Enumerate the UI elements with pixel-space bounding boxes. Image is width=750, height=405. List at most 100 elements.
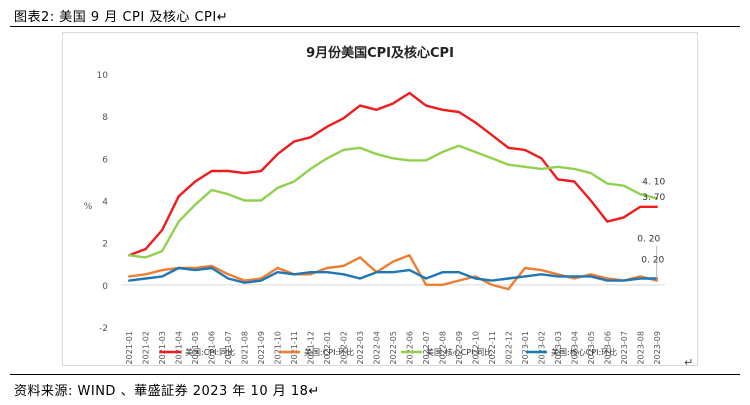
x-tick-label: 2023-02 [537, 331, 546, 364]
x-tick-label: 2022-03 [356, 331, 365, 364]
data-point [458, 271, 460, 273]
data-point [491, 134, 493, 136]
data-point [656, 206, 658, 208]
data-point [590, 199, 592, 201]
data-point [260, 170, 262, 172]
data-point [161, 269, 163, 271]
chart-title: 9月份美国CPI及核心CPI [306, 45, 454, 61]
data-point [342, 273, 344, 275]
y-tick-label: 2 [102, 240, 108, 250]
data-point [441, 284, 443, 286]
data-point [507, 277, 509, 279]
data-point [392, 271, 394, 273]
data-point [210, 170, 212, 172]
data-point [474, 121, 476, 123]
y-tick-label: 0 [102, 282, 108, 292]
data-point [260, 279, 262, 281]
y-tick-label: 10 [97, 71, 109, 81]
data-point [293, 273, 295, 275]
data-point [309, 136, 311, 138]
data-label: 3. 70 [642, 193, 665, 203]
x-tick-label: 2021-09 [257, 331, 266, 364]
data-point [425, 277, 427, 279]
data-point [606, 220, 608, 222]
data-point [573, 277, 575, 279]
x-tick-label: 2021-12 [307, 331, 316, 364]
data-point [145, 256, 147, 258]
source-divider [10, 374, 740, 375]
x-tick-label: 2023-04 [570, 331, 579, 364]
data-point [639, 193, 641, 195]
caption-divider [10, 26, 740, 27]
data-point [227, 277, 229, 279]
data-point [293, 180, 295, 182]
data-point [293, 140, 295, 142]
x-tick-label: 2021-01 [125, 331, 134, 364]
data-point [161, 229, 163, 231]
data-point [441, 109, 443, 111]
data-point [210, 267, 212, 269]
data-point [639, 275, 641, 277]
x-tick-label: 2023-09 [653, 331, 662, 364]
data-point [161, 275, 163, 277]
y-tick-label: 6 [102, 155, 108, 165]
data-label: 0. 20 [637, 235, 660, 245]
legend-label-1: 美国:CPI:环比 [304, 347, 354, 357]
x-tick-label: 2021-07 [224, 331, 233, 364]
data-point [227, 170, 229, 172]
data-point [260, 199, 262, 201]
data-point [590, 275, 592, 277]
data-point [557, 178, 559, 180]
x-tick-label: 2022-05 [389, 331, 398, 364]
x-tick-label: 2022-04 [373, 331, 382, 364]
data-point [524, 149, 526, 151]
x-tick-label: 2021-06 [208, 331, 217, 364]
data-point [145, 248, 147, 250]
data-point [177, 195, 179, 197]
x-tick-label: 2022-11 [488, 331, 497, 364]
data-point [573, 275, 575, 277]
data-point [557, 166, 559, 168]
data-point [540, 273, 542, 275]
data-point [243, 282, 245, 284]
data-point [425, 284, 427, 286]
data-label: 4. 10 [642, 177, 665, 187]
data-point [458, 144, 460, 146]
x-tick-label: 2021-05 [191, 331, 200, 364]
data-point [276, 271, 278, 273]
x-tick-label: 2022-12 [504, 331, 513, 364]
data-point [326, 271, 328, 273]
data-point [194, 269, 196, 271]
x-tick-label: 2021-03 [158, 331, 167, 364]
data-point [276, 187, 278, 189]
data-point [375, 109, 377, 111]
x-tick-label: 2022-10 [471, 331, 480, 364]
data-point [474, 277, 476, 279]
data-point [145, 277, 147, 279]
data-point [590, 172, 592, 174]
data-point [408, 159, 410, 161]
x-tick-label: 2021-11 [290, 331, 299, 364]
x-tick-label: 2023-05 [587, 331, 596, 364]
series-line-2 [127, 144, 658, 259]
data-point [342, 265, 344, 267]
data-point [507, 147, 509, 149]
data-point [458, 111, 460, 113]
x-tick-label: 2022-01 [323, 331, 332, 364]
data-point [326, 157, 328, 159]
data-point [573, 180, 575, 182]
data-point [573, 168, 575, 170]
source-note: 资料来源: WIND 、華盛証券 2023 年 10 月 18↵ [14, 384, 320, 399]
legend-label-2: 美国:核心CPI:同比 [426, 347, 492, 357]
data-point [177, 220, 179, 222]
data-point [606, 182, 608, 184]
x-tick-label: 2023-03 [554, 331, 563, 364]
data-point [507, 288, 509, 290]
x-tick-label: 2021-04 [175, 331, 184, 364]
data-point [408, 254, 410, 256]
data-point [639, 206, 641, 208]
x-tick-label: 2021-10 [274, 331, 283, 364]
y-tick-label: -2 [99, 324, 108, 334]
legend-label-0: 美国:CPI:同比 [185, 347, 235, 357]
data-point [524, 267, 526, 269]
